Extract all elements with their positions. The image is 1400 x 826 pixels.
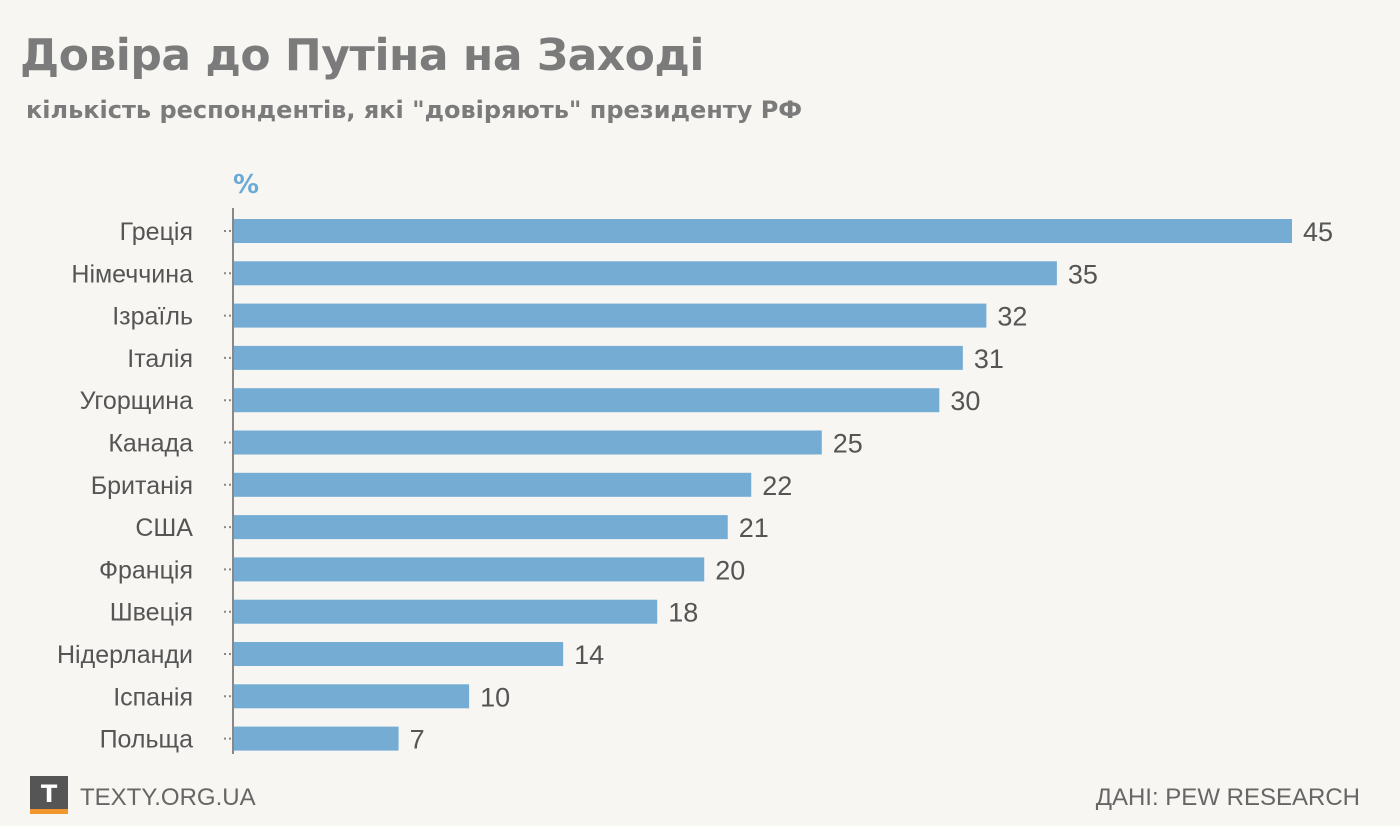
value-label: 7 (410, 725, 425, 755)
bar (234, 684, 470, 709)
bar (234, 599, 658, 624)
value-label: 21 (739, 513, 769, 543)
bar (234, 388, 940, 413)
category-label: Угорщина (80, 387, 193, 415)
bar (234, 430, 822, 455)
category-label: Британія (91, 472, 193, 500)
unit-label: % (233, 170, 260, 200)
footer-site: TEXTY.ORG.UA (80, 784, 256, 811)
category-label: Німеччина (71, 260, 193, 288)
value-label: 22 (762, 471, 792, 501)
value-label: 30 (950, 386, 980, 416)
category-label: Нідерланди (57, 641, 193, 669)
bar (234, 515, 728, 540)
bars-group: Греція 45 Німеччина 35 Ізраїль 32 Італія 31 Угор… (57, 217, 1333, 755)
bar (234, 472, 752, 497)
category-label: Швеція (110, 599, 193, 627)
footer-source: ДАНІ: PEW RESEARCH (1095, 784, 1360, 811)
category-label: Ізраїль (112, 303, 193, 331)
chart-subtitle: кількість респондентів, які "довіряють" … (26, 96, 803, 124)
bar (234, 219, 1292, 243)
bar (234, 345, 963, 370)
category-label: Італія (127, 345, 193, 373)
value-label: 45 (1303, 217, 1333, 247)
value-label: 25 (833, 429, 863, 459)
category-label: США (135, 514, 193, 542)
value-label: 32 (997, 302, 1027, 332)
category-label: Польща (100, 726, 194, 754)
bar (234, 261, 1057, 286)
category-label: Франція (99, 556, 193, 584)
value-label: 31 (974, 344, 1004, 374)
logo-letter: T (41, 780, 58, 808)
bar (234, 557, 705, 582)
bar (234, 303, 987, 328)
texty-logo-icon: T (30, 776, 68, 814)
value-label: 20 (715, 555, 745, 585)
value-label: 10 (480, 682, 510, 712)
bar (234, 726, 399, 751)
category-label: Греція (120, 218, 193, 246)
value-label: 18 (668, 598, 698, 628)
category-label: Іспанія (113, 683, 193, 711)
bar (234, 642, 564, 666)
category-label: Канада (108, 430, 193, 458)
value-label: 14 (574, 640, 604, 670)
chart-title: Довіра до Путіна на Заході (20, 30, 705, 81)
value-label: 35 (1068, 259, 1098, 289)
